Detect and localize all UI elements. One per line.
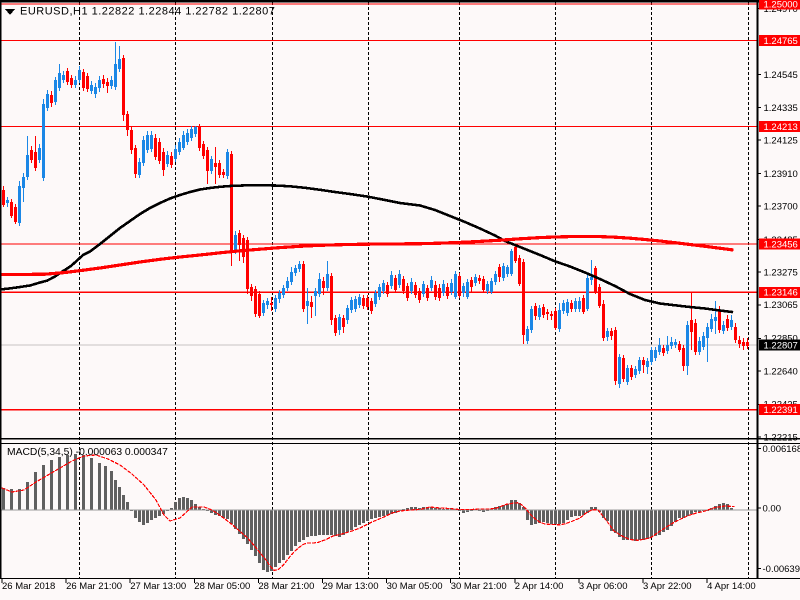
svg-text:1.24213: 1.24213 xyxy=(764,122,798,133)
svg-text:2 Apr 14:00: 2 Apr 14:00 xyxy=(515,581,564,592)
svg-text:1.23910: 1.23910 xyxy=(764,169,798,180)
svg-text:1.23700: 1.23700 xyxy=(764,202,798,213)
svg-text:1.22640: 1.22640 xyxy=(764,366,798,377)
svg-text:30 Mar 21:00: 30 Mar 21:00 xyxy=(451,581,507,592)
svg-text:30 Mar 05:00: 30 Mar 05:00 xyxy=(387,581,443,592)
svg-text:1.22850: 1.22850 xyxy=(764,334,798,345)
svg-text:27 Mar 13:00: 27 Mar 13:00 xyxy=(130,581,186,592)
svg-text:1.25000: 1.25000 xyxy=(764,0,798,10)
svg-text:1.23065: 1.23065 xyxy=(764,300,798,311)
svg-text:1.23146: 1.23146 xyxy=(764,288,798,299)
svg-text:28 Mar 05:00: 28 Mar 05:00 xyxy=(194,581,250,592)
svg-text:1.23275: 1.23275 xyxy=(764,268,798,279)
svg-text:26 Mar 21:00: 26 Mar 21:00 xyxy=(66,581,122,592)
svg-text:1.23456: 1.23456 xyxy=(764,240,798,251)
svg-text:0.006168: 0.006168 xyxy=(763,444,800,455)
svg-text:28 Mar 21:00: 28 Mar 21:00 xyxy=(258,581,314,592)
svg-text:1.24335: 1.24335 xyxy=(764,103,798,114)
svg-text:1.24970: 1.24970 xyxy=(764,4,798,15)
svg-text:3 Apr 22:00: 3 Apr 22:00 xyxy=(643,581,692,592)
svg-text:MACD(5,34,5) -0.000063 0.00034: MACD(5,34,5) -0.000063 0.000347 xyxy=(7,447,168,458)
svg-text:1.22215: 1.22215 xyxy=(764,432,798,443)
svg-text:1.24545: 1.24545 xyxy=(764,70,798,81)
svg-text:4 Apr 14:00: 4 Apr 14:00 xyxy=(707,581,756,592)
svg-text:26 Mar 2018: 26 Mar 2018 xyxy=(2,581,55,592)
svg-text:1.24765: 1.24765 xyxy=(764,36,798,47)
svg-text:1.24125: 1.24125 xyxy=(764,135,798,146)
svg-text:0.00: 0.00 xyxy=(763,503,782,514)
svg-text:3 Apr 06:00: 3 Apr 06:00 xyxy=(579,581,628,592)
svg-text:1.22807: 1.22807 xyxy=(764,341,798,352)
svg-text:-0.006394: -0.006394 xyxy=(763,564,800,575)
svg-text:1.22391: 1.22391 xyxy=(764,405,798,416)
svg-text:29 Mar 13:00: 29 Mar 13:00 xyxy=(323,581,379,592)
svg-text:EURUSD,H1 1.22822 1.22844 1.2: EURUSD,H1 1.22822 1.22844 1.22782 1.2280… xyxy=(20,6,275,18)
